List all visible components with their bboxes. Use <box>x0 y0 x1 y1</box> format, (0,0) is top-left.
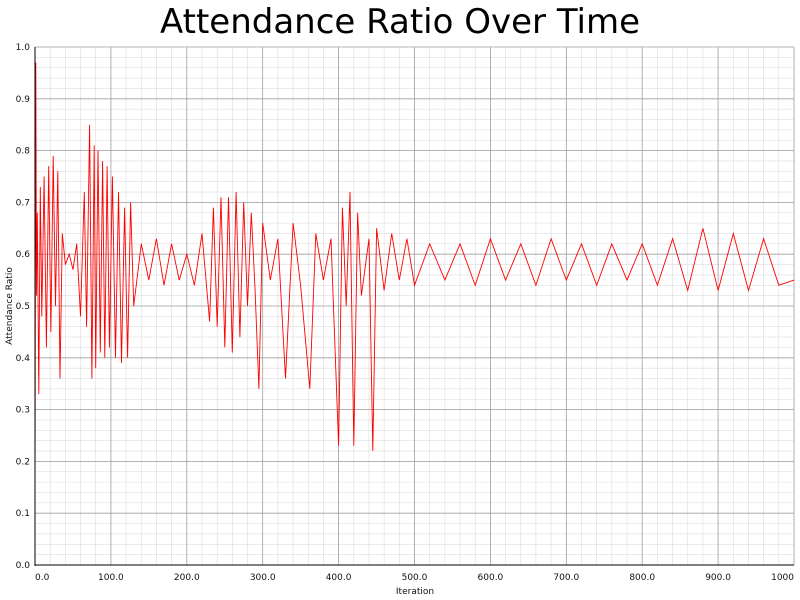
y-axis-label: Attendance Ratio <box>5 267 15 345</box>
y-tick-label: 0.8 <box>16 147 31 157</box>
x-tick-label: 800.0 <box>629 573 655 583</box>
x-tick-label: 600.0 <box>478 573 504 583</box>
x-axis-label: Iteration <box>396 587 434 597</box>
x-tick-label: 0.0 <box>35 573 50 583</box>
y-tick-label: 0.3 <box>16 406 30 416</box>
chart-title: Attendance Ratio Over Time <box>159 2 641 42</box>
y-tick-label: 0.5 <box>16 302 30 312</box>
major-grid <box>34 46 795 566</box>
x-tick-label: 400.0 <box>326 573 352 583</box>
y-tick-label: 0.4 <box>16 354 31 364</box>
y-tick-label: 0.9 <box>16 95 31 105</box>
y-tick-label: 0.1 <box>16 509 30 519</box>
y-tick-labels: 0.0 0.1 0.2 0.3 0.4 0.5 0.6 0.7 0.8 0.9 1.0 <box>16 43 31 571</box>
y-tick-label: 0.0 <box>16 561 31 571</box>
x-tick-label: 300.0 <box>250 573 276 583</box>
x-tick-label: 700.0 <box>553 573 579 583</box>
x-tick-label: 100.0 <box>98 573 124 583</box>
axes <box>34 47 794 566</box>
x-tick-label: 1000 <box>771 573 794 583</box>
y-tick-label: 0.2 <box>16 457 30 467</box>
y-tick-label: 0.7 <box>16 198 30 208</box>
x-tick-label: 900.0 <box>705 573 731 583</box>
series-line <box>34 62 795 488</box>
x-tick-label: 500.0 <box>402 573 428 583</box>
x-tick-labels: 0.0 100.0 200.0 300.0 400.0 500.0 600.0 700.0 80… <box>35 573 794 583</box>
series-layer <box>34 62 795 488</box>
x-tick-label: 200.0 <box>174 573 200 583</box>
y-tick-label: 0.6 <box>16 250 31 260</box>
y-tick-label: 1.0 <box>16 43 31 53</box>
